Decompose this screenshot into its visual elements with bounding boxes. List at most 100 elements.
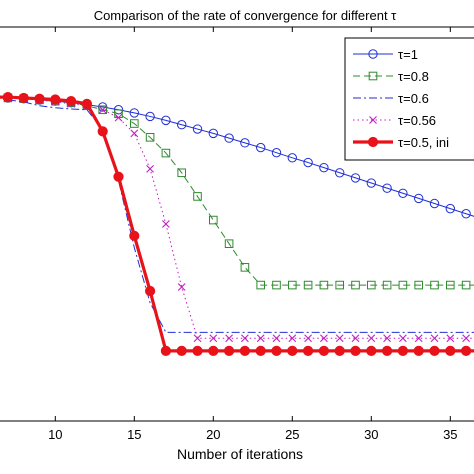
legend-marker-2 [368,71,378,81]
data-point [98,105,107,114]
data-point [350,345,361,356]
legend-marker-1 [368,49,378,59]
data-point [335,280,344,290]
data-point [303,157,313,168]
data-point [177,283,186,291]
data-point [161,115,171,126]
data-point [225,334,233,343]
data-point [98,105,108,115]
data-point [129,230,140,241]
series-5 [0,92,474,356]
data-point [318,345,329,356]
data-point [399,334,407,343]
data-point [114,113,123,122]
data-point [145,285,156,297]
data-point [429,345,440,356]
data-point [413,345,424,356]
data-point [256,142,266,153]
legend-marker-4 [369,116,377,124]
data-point [130,129,139,138]
data-point [208,345,219,356]
data-point [366,178,376,188]
data-point [319,280,329,290]
x-tick-label: 10 [48,427,62,442]
x-tick-label: 20 [206,427,220,442]
data-point [287,345,298,356]
data-point [160,345,171,356]
data-point [2,92,13,103]
data-point [461,280,471,290]
data-point [240,263,250,272]
series-layer [0,92,474,356]
x-tick-label: 15 [127,427,141,442]
data-point [272,334,281,343]
data-point [224,239,234,248]
data-point [208,128,219,139]
data-point [335,168,345,178]
data-point [320,334,328,343]
data-point [256,280,265,290]
data-point [145,111,155,122]
data-point [445,345,456,356]
data-point [429,198,440,209]
data-point [240,138,250,148]
data-point [176,345,187,356]
legend-label-3: τ=0.6 [398,91,429,106]
data-point [161,148,171,158]
data-point [129,108,140,118]
data-point [113,171,124,182]
data-point [192,345,203,356]
data-point [319,162,329,173]
legend-label-1: τ=1 [398,47,418,62]
data-point [461,209,471,219]
data-point [398,280,408,290]
data-point [446,334,455,343]
data-point [335,334,344,343]
data-point [414,334,423,343]
series-line-3 [0,98,474,333]
data-point [255,345,266,356]
data-point [50,94,61,105]
legend-box [344,37,474,161]
data-point [366,345,377,356]
data-point [272,280,281,290]
axes-layer: 10 15 20 25 30 35 [0,26,474,442]
data-point [350,173,361,183]
legend-label-5: τ=0.5, ini [398,135,449,150]
data-point [130,119,139,128]
data-point [367,334,376,343]
data-point [446,280,455,290]
data-point [303,280,313,290]
data-point [304,334,312,343]
data-point [430,280,439,290]
data-point [383,334,391,343]
data-point [271,345,282,356]
x-tick-label: 25 [285,427,299,442]
data-point [287,153,297,163]
data-point [224,345,235,356]
data-point [367,280,376,290]
data-point [288,334,297,343]
data-point [382,345,393,356]
data-point [288,280,297,290]
x-tick-label: 30 [364,427,378,442]
data-point [461,345,472,356]
data-point [193,334,202,343]
data-point [334,345,345,356]
data-point [414,193,424,204]
series-3 [0,98,474,333]
x-tick-label: 35 [443,427,457,442]
data-point [382,183,392,193]
data-point [209,334,218,343]
data-point [224,133,234,143]
data-point [241,334,249,343]
chart-title: Comparison of the rate of convergence fo… [94,8,397,23]
data-point [430,334,439,343]
data-point [445,203,455,214]
data-point [81,98,93,109]
data-point [177,168,186,178]
data-point [351,334,360,343]
data-point [256,334,265,343]
data-point [66,95,77,107]
